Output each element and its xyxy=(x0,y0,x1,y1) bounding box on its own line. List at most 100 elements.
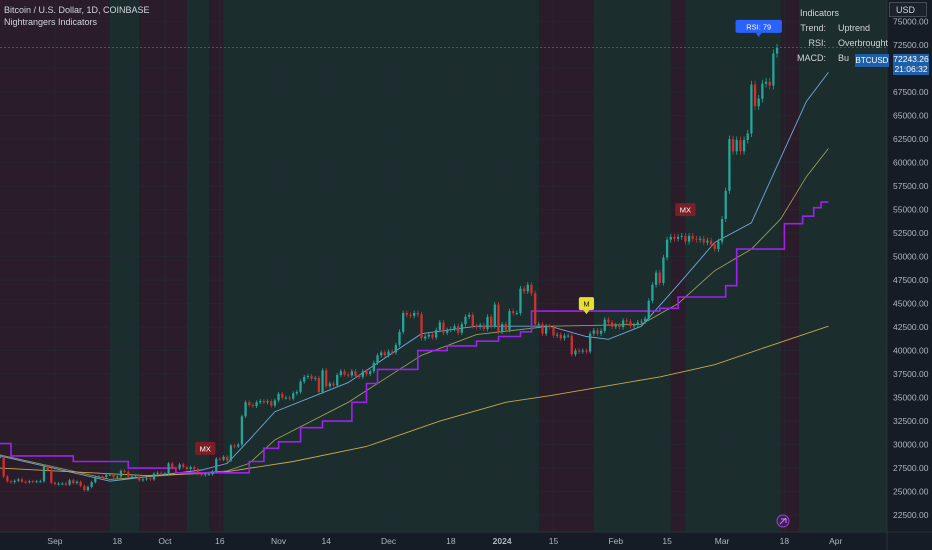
regime-band xyxy=(593,0,671,532)
candle-body xyxy=(614,325,617,327)
indicator-panel-title: Indicators xyxy=(800,8,840,18)
candle-body xyxy=(240,416,244,445)
candle-body xyxy=(775,47,779,54)
candle-body xyxy=(581,350,584,352)
candle-body xyxy=(501,324,504,332)
candle-body xyxy=(479,325,482,328)
y-tick-label: 42500.00 xyxy=(893,322,929,332)
candle-body xyxy=(746,133,749,141)
candle-body xyxy=(413,312,416,316)
candle-body xyxy=(537,324,540,326)
indicator-key: Trend: xyxy=(800,23,826,33)
candle-body xyxy=(306,375,310,377)
candle-body xyxy=(387,351,390,356)
regime-band xyxy=(685,0,781,532)
indicator-panel: Indicators Trend: Uptrend RSI: Overbroug… xyxy=(790,8,890,68)
candle-body xyxy=(497,304,500,332)
y-tick-label: 37500.00 xyxy=(893,369,929,379)
candle-body xyxy=(127,471,130,477)
candle-body xyxy=(750,84,753,134)
last-price: 72243.26 xyxy=(893,54,929,64)
candle-body xyxy=(713,244,716,250)
candle-body xyxy=(94,477,97,483)
marker-label: MX xyxy=(200,444,211,453)
candle-body xyxy=(420,314,423,339)
x-tick-label: Nov xyxy=(271,536,287,546)
candle-body xyxy=(277,393,280,401)
candle-body xyxy=(570,335,573,355)
candle-body xyxy=(618,325,621,328)
candle-body xyxy=(262,400,266,403)
candle-body xyxy=(658,272,661,283)
candle-body xyxy=(706,240,709,243)
candle-body xyxy=(83,485,86,491)
indicator-value: Bu xyxy=(838,53,850,63)
candle-body xyxy=(372,362,375,372)
x-tick-label: Feb xyxy=(608,536,623,546)
candle-body xyxy=(68,480,71,485)
candle-body xyxy=(171,463,174,469)
candle-body xyxy=(101,476,104,478)
marker-pointer xyxy=(583,310,590,315)
candle-body xyxy=(643,318,647,322)
signal-marker: MX xyxy=(195,441,216,455)
candle-body xyxy=(284,397,288,399)
candle-body xyxy=(229,445,233,461)
candle-body xyxy=(123,470,126,472)
candle-body xyxy=(251,405,255,407)
candle-body xyxy=(108,474,112,476)
candle-body xyxy=(676,236,680,239)
currency-selector[interactable]: USD xyxy=(889,2,927,17)
marker-box xyxy=(195,441,216,455)
candle-body xyxy=(398,331,401,345)
candle-body xyxy=(475,326,478,328)
candle-body xyxy=(552,327,555,336)
candle-body xyxy=(431,334,434,338)
candle-body xyxy=(526,284,529,292)
candle-body xyxy=(119,470,123,477)
candle-body xyxy=(13,480,16,483)
candle-body xyxy=(449,328,452,330)
candle-body xyxy=(409,314,412,316)
candle-body xyxy=(530,284,533,294)
y-tick-label: 30000.00 xyxy=(893,440,929,450)
series-line xyxy=(0,148,829,480)
candle-body xyxy=(149,478,152,480)
candle-body xyxy=(156,472,159,474)
y-tick-label: 57500.00 xyxy=(893,181,929,191)
candle-body xyxy=(574,350,577,355)
y-tick-label: 65000.00 xyxy=(893,111,929,121)
candle-body xyxy=(343,371,346,375)
candle-body xyxy=(548,326,551,328)
candle-body xyxy=(182,464,185,468)
x-tick-label: 15 xyxy=(662,536,672,546)
candle-body xyxy=(138,476,141,481)
candle-body xyxy=(435,329,438,338)
candle-body xyxy=(442,322,445,333)
candle-body xyxy=(662,257,665,283)
candle-body xyxy=(255,402,258,407)
y-tick-label: 72500.00 xyxy=(893,40,929,50)
candle-body xyxy=(72,480,75,484)
symbol-tag: BTCUSD xyxy=(855,54,889,67)
candle-body xyxy=(86,486,90,491)
candle-body xyxy=(328,383,332,387)
candle-body xyxy=(632,325,636,327)
candle-body xyxy=(339,371,343,376)
y-tick-label: 25000.00 xyxy=(893,487,929,497)
candle-body xyxy=(0,456,2,458)
candle-body xyxy=(702,238,705,243)
candle-body xyxy=(325,370,328,387)
regime-band xyxy=(780,0,800,532)
indicator-row-macd: MACD: Bu xyxy=(790,53,890,68)
candle-body xyxy=(717,241,720,250)
candle-body xyxy=(724,190,727,220)
regime-band xyxy=(186,0,209,532)
candle-body xyxy=(523,288,526,292)
candle-body xyxy=(453,326,456,329)
regime-band xyxy=(109,0,140,532)
candle-body xyxy=(6,476,9,482)
